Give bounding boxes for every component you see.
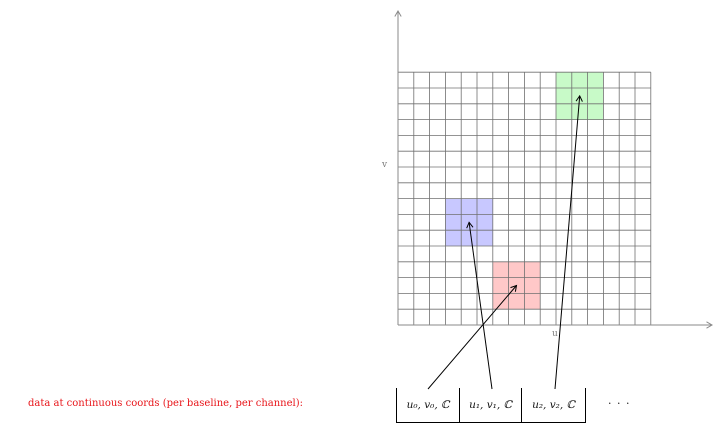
- buffer-ellipsis: · · ·: [608, 397, 631, 410]
- arrows: [427, 94, 583, 390]
- buffer-cell-0: u₀, v₀, ℂ: [396, 388, 459, 423]
- green-patch: [556, 72, 604, 120]
- arrow-to-green-patch: [554, 94, 583, 390]
- uv-grid: [397, 71, 652, 326]
- blue-patch: [445, 198, 493, 246]
- arrow-to-red-patch: [427, 284, 518, 390]
- buffer-cell-1: u₁, v₁, ℂ: [459, 388, 521, 423]
- buffer-cell-2: u₂, v₂, ℂ: [521, 388, 586, 423]
- caption: data at continuous coords (per baseline,…: [28, 398, 303, 409]
- visibility-buffer: u₀, v₀, ℂ u₁, v₁, ℂ u₂, v₂, ℂ: [396, 388, 586, 423]
- arrow-to-blue-patch: [466, 221, 493, 390]
- axes: [394, 10, 713, 329]
- v-axis-label: v: [382, 160, 388, 170]
- u-axis-label: u: [552, 329, 558, 339]
